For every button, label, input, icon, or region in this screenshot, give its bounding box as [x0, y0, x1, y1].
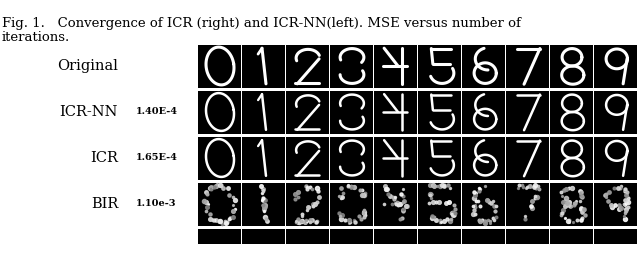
Bar [374, 229, 417, 244]
Bar [330, 183, 373, 226]
Text: ICR: ICR [90, 151, 118, 165]
Bar [330, 229, 373, 244]
Bar [418, 45, 461, 88]
Bar [242, 137, 285, 180]
Bar [462, 91, 505, 134]
Bar [330, 91, 373, 134]
Text: 1.65E-4: 1.65E-4 [136, 153, 178, 162]
Bar [462, 183, 505, 226]
Bar [462, 229, 505, 244]
Bar [594, 229, 637, 244]
Text: Fig. 1.   Convergence of ICR (right) and ICR-NN(left). MSE versus number of: Fig. 1. Convergence of ICR (right) and I… [2, 17, 521, 30]
Bar [286, 229, 329, 244]
Bar [198, 91, 241, 134]
Bar [594, 137, 637, 180]
Bar [418, 229, 461, 244]
Bar [506, 229, 549, 244]
Text: iterations.: iterations. [2, 31, 70, 44]
Bar [418, 91, 461, 134]
Bar [242, 91, 285, 134]
Bar [550, 183, 593, 226]
Text: Original: Original [57, 59, 118, 73]
Bar [506, 91, 549, 134]
Bar [550, 45, 593, 88]
Bar [550, 91, 593, 134]
Bar [594, 91, 637, 134]
Bar [198, 137, 241, 180]
Bar [330, 45, 373, 88]
Bar [286, 91, 329, 134]
Bar [374, 183, 417, 226]
Bar [286, 45, 329, 88]
Bar [418, 183, 461, 226]
Bar [198, 45, 241, 88]
Bar [198, 183, 241, 226]
Bar [418, 137, 461, 180]
Bar [330, 137, 373, 180]
Bar [550, 137, 593, 180]
Bar [462, 137, 505, 180]
Bar [506, 183, 549, 226]
Bar [506, 45, 549, 88]
Bar [286, 137, 329, 180]
Bar [594, 183, 637, 226]
Bar [506, 137, 549, 180]
Bar [374, 137, 417, 180]
Bar [374, 45, 417, 88]
Bar [242, 229, 285, 244]
Bar [242, 45, 285, 88]
Text: BIR: BIR [91, 197, 118, 211]
Text: 1.40E-4: 1.40E-4 [136, 107, 178, 116]
Bar [286, 183, 329, 226]
Text: 1.10e-3: 1.10e-3 [136, 199, 177, 209]
Bar [550, 229, 593, 244]
Bar [242, 183, 285, 226]
Bar [374, 91, 417, 134]
Bar [198, 229, 241, 244]
Bar [462, 45, 505, 88]
Bar [594, 45, 637, 88]
Text: ICR-NN: ICR-NN [60, 105, 118, 119]
